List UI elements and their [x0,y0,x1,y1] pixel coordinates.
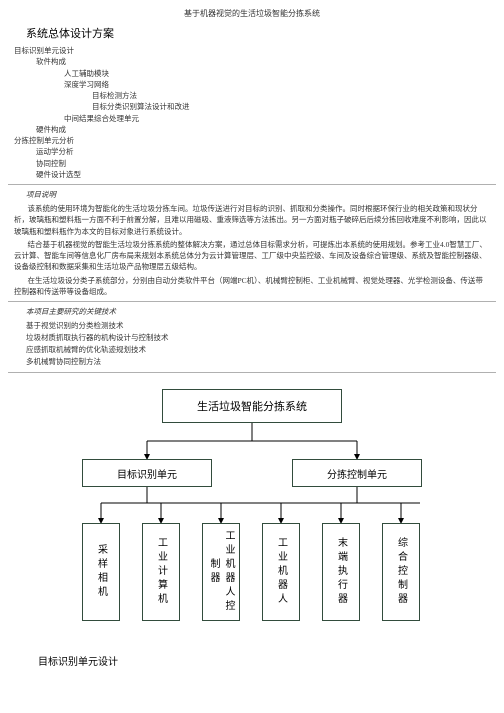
system-diagram: 生活垃圾智能分拣系统 目标识别单元 分拣控制单元 采样相机 工业计算机 工业机器… [8,383,496,643]
diagram-node-sort-unit: 分拣控制单元 [292,459,422,487]
diagram-node-root: 生活垃圾智能分拣系统 [162,389,342,423]
list-item: 基于视觉识别的分类检测技术 [26,320,496,332]
heading-target-unit-design: 目标识别单元设计 [38,653,496,668]
diagram-leaf-computer: 工业计算机 [142,523,180,621]
outline-item: 软件构成 [36,56,496,67]
outline-item: 目标识别单元设计 [14,45,496,56]
section-label-key-tech: 本项目主要研究的关键技术 [26,306,496,317]
diagram-leaf-integrated-controller: 综合控制器 [382,523,420,621]
outline-item: 中间结果综合处理单元 [64,113,496,124]
diagram-leaf-robot-controller: 工业机器人控制器 [202,523,240,621]
paragraph: 结合基于机器视觉的智能生活垃圾分拣系统的整体解决方案，通过总体目标需求分析，可提… [14,239,490,273]
outline-tree: 目标识别单元设计 软件构成 人工辅助模块 深度学习网络 目标检测方法 目标分类识… [8,45,496,180]
diagram-leaf-end-effector: 末端执行器 [322,523,360,621]
key-tech-list: 基于视觉识别的分类检测技术 垃圾材质抓取执行器的机构设计与控制技术 应感抓取机械… [26,320,496,368]
diagram-leaf-robot: 工业机器人 [262,523,300,621]
list-item: 应感抓取机械臂的优化轨迹规划技术 [26,344,496,356]
page-title: 基于机器视觉的生活垃圾智能分拣系统 [8,8,496,19]
paragraph: 该系统的使用环境为智能化的生活垃圾分拣车间。垃圾传送进行对目标的识别、抓取和分类… [14,203,490,237]
diagram-node-target-unit: 目标识别单元 [82,459,212,487]
heading-system-design: 系统总体设计方案 [26,25,496,41]
paragraph: 在生活垃圾设分类子系统部分，分别由自动分类软件平台（网端PC机）、机械臂控制柜、… [14,275,490,298]
outline-item: 运动学分析 [36,146,496,157]
outline-item: 目标检测方法 [92,90,496,101]
outline-item: 深度学习网络 [64,79,496,90]
outline-item: 分拣控制单元分析 [14,135,496,146]
outline-item: 硬件构成 [36,124,496,135]
list-item: 垃圾材质抓取执行器的机构设计与控制技术 [26,332,496,344]
outline-item: 目标分类识别算法设计和改进 [92,101,496,112]
divider [8,372,496,373]
list-item: 多机械臂协同控制方法 [26,356,496,368]
divider [8,184,496,185]
section-label-project: 项目说明 [26,189,496,200]
outline-item: 人工辅助模块 [64,68,496,79]
divider [8,301,496,302]
outline-item: 协同控制 [36,158,496,169]
outline-item: 硬件设计选型 [36,169,496,180]
diagram-leaf-camera: 采样相机 [82,523,120,621]
